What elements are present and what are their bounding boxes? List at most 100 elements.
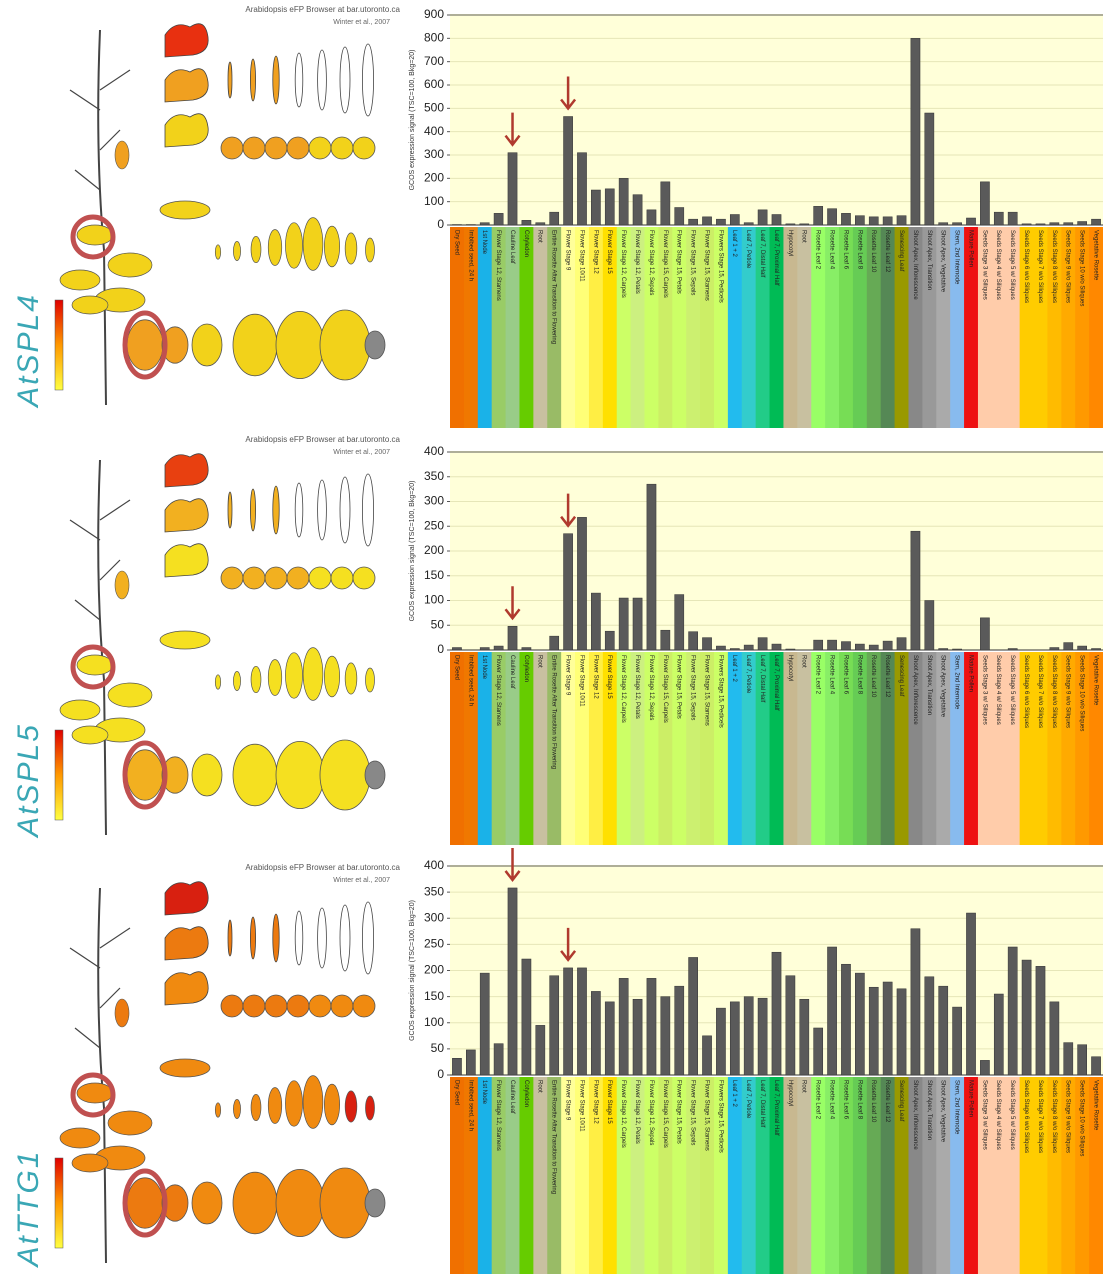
x-tick-label: Rosette Leaf 12 bbox=[884, 655, 890, 698]
x-tick-label: Seeds Stage 4 w/ Siliques bbox=[995, 655, 1001, 725]
efp-citation: Winter et al., 2007 bbox=[333, 449, 390, 456]
bar bbox=[883, 982, 892, 1075]
flower-organ bbox=[365, 1189, 385, 1217]
y-axis-label: GCOS expression signal (TSC=100, Bkg=20) bbox=[409, 900, 416, 1041]
x-tick-label: Seeds Stage 7 w/o Siliques bbox=[1037, 1080, 1043, 1153]
seed bbox=[243, 567, 265, 589]
shoot-apex bbox=[165, 972, 208, 1005]
category-band bbox=[797, 227, 811, 428]
rosette-leaf bbox=[345, 233, 357, 264]
flower-organ bbox=[192, 324, 222, 366]
y-tick-label: 350 bbox=[424, 469, 444, 483]
bar bbox=[633, 195, 642, 225]
plant-leaf bbox=[108, 1111, 152, 1135]
x-tick-label: Flower Stage 12, Petals bbox=[634, 230, 640, 294]
x-tick-label: Seeds Stage 7 w/o Siliques bbox=[1037, 655, 1043, 728]
bar bbox=[716, 646, 725, 650]
x-tick-label: Seeds Stage 9 w/o Siliques bbox=[1065, 230, 1071, 303]
bar bbox=[953, 223, 962, 225]
bar bbox=[452, 1058, 461, 1075]
bar bbox=[661, 630, 670, 650]
efp-citation: Winter et al., 2007 bbox=[333, 19, 390, 26]
x-tick-label: Dry Seed bbox=[453, 230, 459, 255]
bar bbox=[550, 212, 559, 225]
x-tick-label: Seeds Stage 4 w/ Siliques bbox=[995, 230, 1001, 300]
x-tick-label: Root bbox=[537, 1080, 543, 1093]
bar bbox=[911, 531, 920, 650]
seed bbox=[353, 137, 375, 159]
bar bbox=[689, 632, 698, 650]
bar bbox=[702, 638, 711, 650]
x-tick-label: Flower Stage 12, Carpels bbox=[620, 230, 626, 298]
cauline-leaf bbox=[115, 999, 129, 1027]
bar bbox=[480, 973, 489, 1075]
y-tick-label: 600 bbox=[424, 77, 444, 91]
x-tick-label: Shoot Apex, Transition bbox=[926, 230, 932, 290]
silique bbox=[318, 480, 327, 540]
silique bbox=[228, 492, 232, 528]
bar bbox=[1008, 947, 1017, 1075]
bar bbox=[869, 987, 878, 1075]
y-tick-label: 150 bbox=[424, 989, 444, 1003]
category-band bbox=[533, 652, 547, 845]
rosette-leaf bbox=[215, 1103, 220, 1117]
x-tick-label: 1st Node bbox=[481, 655, 487, 680]
x-tick-label: Flower Stage 12 bbox=[592, 230, 598, 274]
category-band bbox=[797, 1077, 811, 1274]
bar bbox=[564, 534, 573, 650]
bar bbox=[897, 216, 906, 225]
bar bbox=[980, 618, 989, 650]
gene-label: AtSPL4 bbox=[12, 293, 45, 409]
bar bbox=[508, 626, 517, 650]
bar bbox=[647, 210, 656, 225]
heat-legend bbox=[55, 300, 63, 390]
category-band bbox=[533, 227, 547, 428]
x-tick-label: Dry Seed bbox=[453, 655, 459, 680]
bar bbox=[452, 648, 461, 650]
gene-label: AtTTG1 bbox=[12, 1149, 45, 1268]
x-tick-label: Flower Stage 15, Carpels bbox=[662, 655, 668, 723]
x-tick-label: Entire Rosette After Transition to Flowe… bbox=[551, 655, 557, 769]
bar bbox=[855, 216, 864, 225]
x-tick-label: Cotyledon bbox=[523, 655, 529, 682]
annotation-arrow bbox=[506, 848, 520, 880]
shoot-apex bbox=[165, 69, 208, 102]
bar bbox=[1008, 212, 1017, 225]
rosette-leaf bbox=[285, 223, 302, 269]
bar bbox=[1008, 649, 1017, 650]
x-tick-label: Flower Stage 15, Sepals bbox=[690, 230, 696, 295]
category-band bbox=[478, 1077, 492, 1274]
silique bbox=[228, 920, 232, 956]
bar bbox=[466, 1050, 475, 1075]
flower-organ bbox=[365, 761, 385, 789]
x-tick-label: Shoot Apex, Inflorescence bbox=[912, 230, 918, 300]
y-tick-label: 150 bbox=[424, 568, 444, 582]
x-tick-label: Shoot Apex, Vegetative bbox=[940, 230, 946, 293]
gene-label: AtSPL5 bbox=[12, 723, 45, 839]
x-tick-label: Seeds Stage 3 w/ Siliques bbox=[981, 655, 987, 725]
seedling bbox=[160, 1059, 210, 1077]
flower-organ bbox=[127, 1178, 163, 1228]
plant-leaf bbox=[77, 655, 113, 675]
efp-title: Arabidopsis eFP Browser at bar.utoronto.… bbox=[245, 5, 400, 14]
seedling bbox=[160, 631, 210, 649]
silique bbox=[318, 908, 327, 968]
x-tick-label: Rosette Leaf 6 bbox=[842, 230, 848, 270]
x-tick-label: Flower Stage 15, Stamens bbox=[703, 655, 709, 726]
branch bbox=[100, 500, 130, 520]
branch bbox=[75, 170, 100, 190]
flower-organ bbox=[192, 754, 222, 796]
bar bbox=[897, 989, 906, 1075]
bar bbox=[1091, 1057, 1100, 1075]
x-tick-label: Shoot Apex, Vegetative bbox=[940, 1080, 946, 1143]
plot-background bbox=[450, 15, 1103, 225]
flower-organ bbox=[233, 314, 277, 376]
x-tick-label: Flower Stage 12, Petals bbox=[634, 655, 640, 719]
x-tick-label: Rosette Leaf 12 bbox=[884, 1080, 890, 1123]
y-axis-label: GCOS expression signal (TSC=100, Bkg=20) bbox=[409, 481, 416, 622]
bar bbox=[605, 189, 614, 225]
category-band bbox=[728, 227, 742, 428]
x-tick-label: Flower Stage 10/11 bbox=[578, 655, 584, 707]
x-tick-label: Leaf 7, Petiole bbox=[745, 1080, 751, 1119]
bar bbox=[494, 213, 503, 225]
